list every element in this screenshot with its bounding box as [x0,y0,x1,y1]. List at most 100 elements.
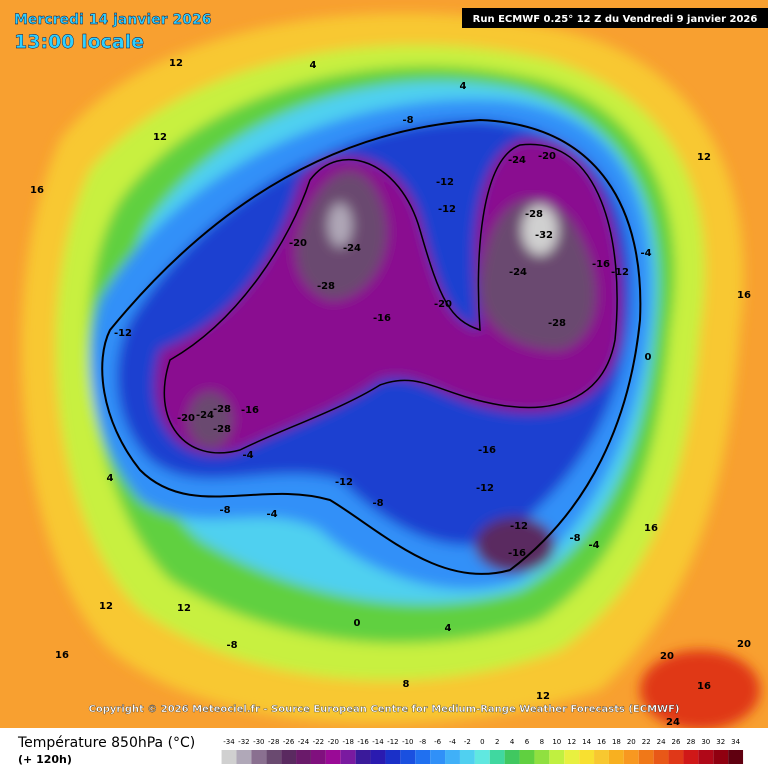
contour-label: -28 [525,209,543,220]
contour-label: -20 [177,413,195,424]
scale-swatch [489,750,505,764]
contour-label: -28 [213,404,231,415]
scale-swatch [385,750,401,764]
contour-label: -16 [592,259,610,270]
copyright: Copyright © 2026 Meteociel.fr - Source E… [89,704,680,715]
contour-label: -16 [241,405,259,416]
scale-label: -2 [464,738,471,746]
scale-swatch [683,750,699,764]
contour-label: 12 [697,152,711,163]
legend-subtitle: (+ 120h) [18,753,72,766]
scale-swatch [355,750,371,764]
date: Mercredi 14 janvier 2026 [14,12,211,28]
scale-label: 10 [552,738,561,746]
scale-label: -34 [223,738,235,746]
contour-label: -8 [569,533,580,544]
scale-label: -18 [342,738,353,746]
scale-swatch [266,750,282,764]
scale-swatch [474,750,490,764]
scale-label: 14 [582,738,591,746]
contour-label: -12 [436,177,454,188]
contour-label: -12 [438,204,456,215]
contour-label: 24 [666,717,680,728]
contour-label: 12 [536,691,550,702]
contour-label: 16 [30,185,44,196]
contour-label: -20 [289,238,307,249]
scale-swatch [728,750,744,764]
scale-swatch [594,750,609,764]
contour-label: 4 [310,60,317,71]
scale-label: 18 [612,738,621,746]
scale-swatch [236,750,252,764]
scale-swatch [370,750,386,764]
contour-label: 12 [153,132,167,143]
contour-label: -4 [640,248,651,259]
run-box [462,8,768,28]
scale-label: -28 [268,738,279,746]
scale-swatch [638,750,654,764]
contour-label: -32 [535,230,553,241]
scale-swatch [549,750,565,764]
scale-label: 12 [567,738,576,746]
legend-title: Température 850hPa (°C) [17,735,195,751]
contour-label: 0 [645,352,652,363]
contour-label: 4 [107,473,114,484]
scale-swatch [221,750,237,764]
scale-swatch [400,750,416,764]
scale-label: -26 [283,738,295,746]
contour-label: -12 [510,521,528,532]
contour-label: 16 [644,523,658,534]
contour-label: 16 [697,681,711,692]
contour-label: 16 [737,290,751,301]
scale-label: 26 [672,738,681,746]
scale-swatch [579,750,595,764]
scale-swatch [668,750,684,764]
contour-label: -12 [335,477,353,488]
scale-swatch [251,750,267,764]
scale-label: 34 [731,738,740,746]
time: 13:00 locale [14,31,144,53]
contour-label: -24 [509,267,527,278]
scale-swatch [608,750,624,764]
scale-swatch [623,750,639,764]
scale-label: -32 [238,738,249,746]
scale-swatch [459,750,475,764]
scale-swatch [653,750,669,764]
scale-swatch [430,750,446,764]
scale-label: -6 [434,738,442,746]
scale-swatch [519,750,535,764]
run-info: Run ECMWF 0.25° 12 Z du Vendredi 9 janvi… [473,14,758,25]
scale-label: 6 [525,738,530,746]
scale-label: -22 [313,738,324,746]
scale-swatch [415,750,431,764]
scale-swatch [340,750,356,764]
contour-label: 4 [445,623,452,634]
temperature-field [0,0,768,730]
contour-label: 20 [737,639,751,650]
contour-label: -8 [226,640,237,651]
contour-label: -24 [508,155,526,166]
contour-label: -28 [317,281,335,292]
scale-label: 30 [701,738,710,746]
contour-label: -28 [548,318,566,329]
scale-swatch [534,750,550,764]
contour-label: -20 [434,299,452,310]
contour-label: 12 [99,601,113,612]
scale-label: 32 [716,738,725,746]
contour-label: 12 [177,603,191,614]
scale-label: -4 [449,738,457,746]
scale-label: -10 [402,738,413,746]
scale-label: 4 [510,738,515,746]
contour-label: -4 [588,540,599,551]
contour-label: -8 [219,505,230,516]
contour-label: -8 [402,115,413,126]
contour-label: 16 [55,650,69,661]
scale-swatch [325,750,341,764]
contour-label: 0 [354,618,361,629]
contour-label: -24 [196,410,214,421]
scale-swatch [281,750,297,764]
contour-label: 12 [169,58,183,69]
scale-swatch [713,750,729,764]
